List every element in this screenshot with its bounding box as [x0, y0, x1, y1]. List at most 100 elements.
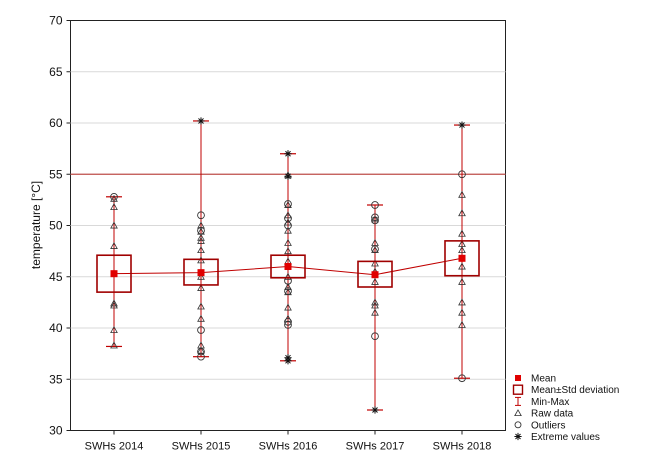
raw-data-point	[197, 302, 205, 310]
legend-extreme-swatch	[514, 432, 522, 441]
raw-data-point	[458, 190, 466, 198]
std-box	[270, 254, 306, 279]
extreme-point	[458, 121, 466, 129]
raw-data-point	[458, 229, 466, 237]
raw-data-point	[284, 226, 292, 234]
mean-marker	[371, 271, 379, 279]
outlier-point	[371, 245, 379, 253]
extreme-point	[284, 150, 292, 158]
y-tick-label: 35	[49, 372, 63, 386]
points-layer	[110, 117, 466, 414]
raw-data-point	[284, 303, 292, 311]
std-box	[444, 240, 480, 277]
raw-data-point	[371, 308, 379, 316]
outlier-point	[197, 211, 205, 220]
raw-data-point	[110, 301, 118, 309]
outlier-point	[371, 213, 379, 222]
mean-layer	[110, 254, 466, 279]
raw-data-point	[371, 298, 379, 306]
x-tick-label: SWHs 2017	[346, 441, 405, 453]
raw-data-point	[284, 238, 292, 246]
extreme-point	[284, 354, 292, 362]
raw-data-point	[197, 284, 205, 291]
legend-item: Outliers	[514, 420, 565, 431]
raw-data-point	[371, 215, 379, 223]
raw-data-point	[197, 272, 205, 280]
outlier-point	[197, 347, 205, 356]
y-tick-label: 70	[49, 14, 63, 28]
raw-data-point	[197, 246, 205, 254]
legend-item: Extreme values	[514, 432, 600, 443]
outlier-point	[371, 216, 379, 225]
raw-data-point	[110, 203, 118, 211]
raw-data-point	[458, 209, 466, 217]
y-tick-label: 40	[49, 321, 63, 335]
axis-layer: 30 35 40 45 50 55 60 65 70 SWHs 2014 SWHs 2015 SWHs…	[49, 14, 491, 453]
legend-label: Min-Max	[531, 397, 569, 408]
raw-data-point	[458, 308, 466, 316]
box-layer	[96, 240, 480, 293]
raw-data-point	[371, 259, 379, 267]
legend-item: Raw data	[514, 409, 574, 420]
y-tick-label: 65	[49, 65, 63, 79]
raw-data-point	[197, 221, 205, 229]
raw-data-point	[284, 282, 292, 290]
y-tick-label: 45	[49, 270, 63, 284]
mean-marker	[110, 270, 118, 278]
raw-data-point	[284, 272, 292, 280]
raw-data-point	[458, 239, 466, 247]
outlier-point	[458, 170, 466, 179]
y-tick-label: 55	[49, 167, 63, 181]
legend-item: Mean±Std deviation	[512, 384, 619, 396]
legend-mean-swatch	[515, 375, 521, 381]
raw-data-point	[110, 341, 118, 349]
legend-label: Mean	[531, 374, 556, 385]
outlier-point	[110, 192, 118, 201]
y-tick-label: 50	[49, 219, 63, 233]
raw-data-point	[458, 262, 466, 270]
x-tick-label: SWHs 2014	[85, 441, 144, 453]
legend-label: Extreme values	[531, 432, 600, 443]
legend-label: Outliers	[531, 420, 565, 431]
legend-outlier-swatch	[514, 421, 522, 429]
mean-marker	[458, 254, 466, 262]
raw-data-point	[458, 298, 466, 306]
outlier-point	[284, 200, 292, 208]
outlier-point	[458, 374, 466, 383]
legend-item: Mean	[515, 374, 556, 385]
raw-data-point	[110, 194, 118, 202]
outlier-point	[284, 318, 292, 326]
x-tick-label: SWHs 2018	[433, 441, 492, 453]
outlier-point	[197, 326, 205, 334]
raw-data-point	[110, 221, 118, 229]
outlier-point	[371, 201, 379, 209]
legend-raw-swatch	[514, 409, 522, 417]
extreme-point	[197, 117, 205, 125]
extreme-point	[371, 406, 379, 414]
legend-item: Min-Max	[515, 396, 569, 408]
x-tick-label: SWHs 2016	[259, 441, 318, 453]
mean-marker	[284, 263, 292, 270]
raw-data-point	[110, 299, 118, 307]
legend-box-swatch	[512, 384, 524, 395]
raw-data-point	[197, 314, 205, 322]
raw-data-point	[197, 233, 205, 241]
outlier-point	[284, 321, 292, 329]
outlier-point	[371, 332, 379, 341]
outlier-point	[284, 214, 292, 223]
legend-label: Mean±Std deviation	[531, 385, 619, 396]
std-box	[183, 258, 219, 286]
outlier-point	[284, 287, 292, 295]
raw-data-point	[110, 326, 118, 334]
y-tick-label: 60	[49, 116, 63, 130]
x-tick-label: SWHs 2015	[172, 441, 231, 453]
raw-data-point	[458, 320, 466, 328]
raw-data-point	[458, 246, 466, 254]
outlier-point	[197, 226, 205, 235]
legend-label: Raw data	[531, 409, 574, 420]
raw-data-point	[458, 277, 466, 285]
raw-data-point	[371, 277, 379, 285]
